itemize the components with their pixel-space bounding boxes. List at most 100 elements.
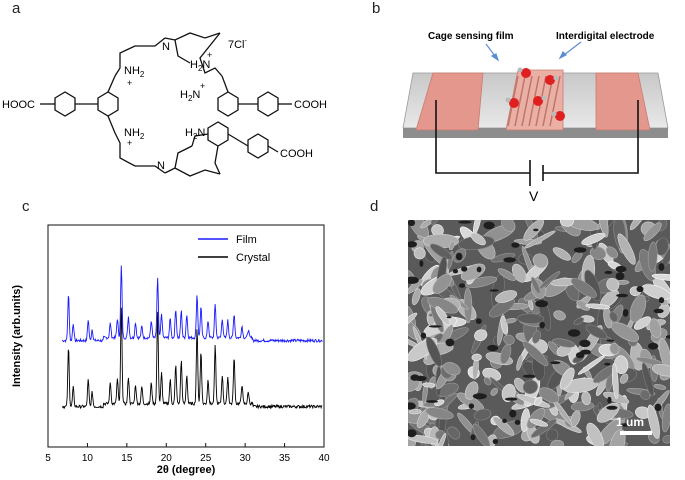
label-arrows	[485, 41, 582, 62]
sem-pore	[475, 318, 482, 324]
sem-pore	[622, 309, 629, 317]
sem-flake	[430, 243, 453, 260]
sem-pore	[604, 362, 611, 366]
sem-pore	[533, 228, 539, 232]
sem-flake	[629, 294, 647, 323]
sem-pore	[420, 332, 427, 339]
counter-ion-text: 7Cl-	[228, 38, 248, 51]
plus-charge: +	[207, 50, 212, 60]
sem-flake	[617, 233, 636, 265]
sem-pore	[461, 266, 468, 272]
benzene-ring-right-top-outer	[257, 91, 279, 117]
sem-flake	[608, 429, 626, 446]
sem-flake	[501, 220, 516, 232]
h2n-middle: H2N	[180, 89, 200, 103]
sem-pore	[470, 434, 476, 441]
sem-pore	[535, 300, 548, 308]
sem-flake	[609, 311, 618, 323]
sem-flake	[647, 404, 660, 439]
sem-flake	[585, 324, 608, 340]
sem-flake	[560, 220, 574, 227]
sem-flake	[570, 277, 597, 298]
scale-bar-label: 1 um	[616, 415, 644, 429]
sem-flake	[570, 410, 581, 427]
sem-flake	[495, 290, 518, 303]
sem-pore	[615, 272, 625, 280]
sem-pore	[458, 220, 472, 224]
sem-flake	[422, 382, 436, 388]
sem-flake	[430, 220, 439, 225]
scale-bar	[620, 431, 652, 435]
panel-a-label: a	[12, 0, 21, 17]
sem-flake	[432, 273, 452, 294]
sem-pore	[606, 405, 618, 410]
sem-pore	[573, 247, 587, 253]
sem-pore	[472, 393, 487, 400]
sem-flake	[565, 220, 599, 231]
sem-flake	[408, 377, 420, 392]
gas-molecules	[505, 67, 565, 121]
sem-flake	[647, 241, 658, 272]
x-tick-label: 40	[318, 453, 330, 464]
sem-pore	[539, 321, 545, 329]
plus-charge: +	[200, 81, 205, 91]
sem-flake	[448, 240, 455, 251]
sem-pore	[408, 220, 416, 227]
sem-flake	[408, 409, 422, 415]
sem-flake	[443, 362, 461, 376]
sem-flake	[531, 276, 541, 294]
sem-image: 1 um	[408, 220, 670, 446]
x-tick-label: 30	[240, 453, 252, 464]
sem-pore	[606, 339, 615, 342]
sem-pore	[410, 374, 420, 381]
sem-pore	[419, 260, 424, 267]
sem-pore	[492, 438, 499, 445]
sem-flake	[532, 253, 549, 269]
sem-pore	[619, 423, 630, 427]
legend-crystal-text: Crystal	[236, 252, 270, 264]
x-tick-label: 35	[279, 453, 291, 464]
sem-flake	[471, 353, 482, 362]
benzene-ring-left-inner	[97, 91, 119, 117]
x-axis-label: 2θ (degree)	[157, 464, 216, 476]
panel-d-label: d	[370, 198, 379, 215]
sem-flake	[641, 362, 655, 397]
sem-flake	[522, 341, 549, 367]
sem-flake	[470, 232, 486, 246]
y-axis-label: Intensity (arb.units)	[11, 285, 23, 387]
sem-flake	[434, 432, 447, 446]
sem-pore	[665, 335, 670, 339]
sem-flake	[490, 387, 498, 396]
nh2-bottom-left: NH2	[124, 127, 145, 141]
cooh-right-bottom-text: COOH	[280, 148, 313, 160]
sem-flake	[408, 279, 423, 294]
sem-flake	[474, 329, 488, 342]
sem-flake	[524, 230, 556, 249]
benzene-ring-right-bottom	[207, 121, 229, 147]
sem-pore	[489, 289, 499, 292]
sem-pore	[455, 252, 463, 261]
sem-flake	[610, 322, 639, 342]
sem-flake	[497, 268, 517, 281]
sem-flake	[483, 377, 492, 386]
sem-flake	[492, 416, 515, 436]
series-lines	[61, 265, 323, 410]
plus-charge: +	[127, 78, 132, 88]
sem-pore	[636, 286, 644, 293]
legend: Film Crystal	[198, 234, 270, 264]
sem-pore	[511, 242, 520, 248]
cage-film-label: Cage sensing film	[428, 31, 514, 42]
sem-flake	[651, 363, 670, 377]
sem-flake	[586, 422, 604, 446]
sem-flake	[516, 354, 523, 371]
series-line-film	[62, 265, 323, 344]
n-atom-top: N	[162, 41, 170, 53]
electrode-pad-right	[595, 72, 651, 131]
sem-flake	[651, 273, 670, 282]
n-atom-bottom: N	[157, 160, 165, 172]
sem-pore	[445, 338, 455, 347]
sem-flake	[639, 389, 651, 400]
sem-pore	[476, 266, 482, 273]
sem-flake	[585, 303, 611, 310]
sem-pore	[604, 270, 613, 275]
